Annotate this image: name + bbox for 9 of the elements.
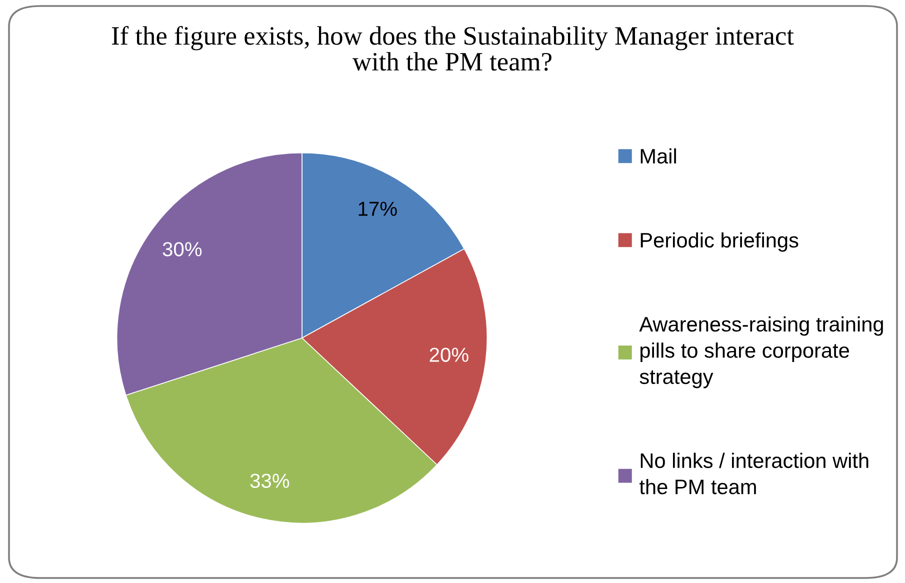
legend-label: Periodic briefings <box>640 232 798 252</box>
data-label: 30% <box>162 242 202 256</box>
data-label: 20% <box>430 348 468 362</box>
legend-label: Mail <box>640 148 676 164</box>
legend-label: No links / interaction with the PM team <box>639 452 868 494</box>
data-label: 17% <box>358 202 397 216</box>
data-label: 33% <box>250 474 290 488</box>
legend-label: Awareness-raising training pills to share corporate strategy <box>639 316 883 388</box>
chart-title: If the figure exists, how does the Sustainability Manager interact with the PM team? <box>112 26 794 71</box>
